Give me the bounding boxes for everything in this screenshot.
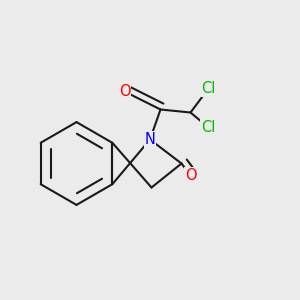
Text: O: O (185, 168, 196, 183)
Text: Cl: Cl (201, 120, 216, 135)
Text: O: O (119, 84, 130, 99)
Text: Cl: Cl (201, 81, 216, 96)
Text: N: N (145, 132, 155, 147)
